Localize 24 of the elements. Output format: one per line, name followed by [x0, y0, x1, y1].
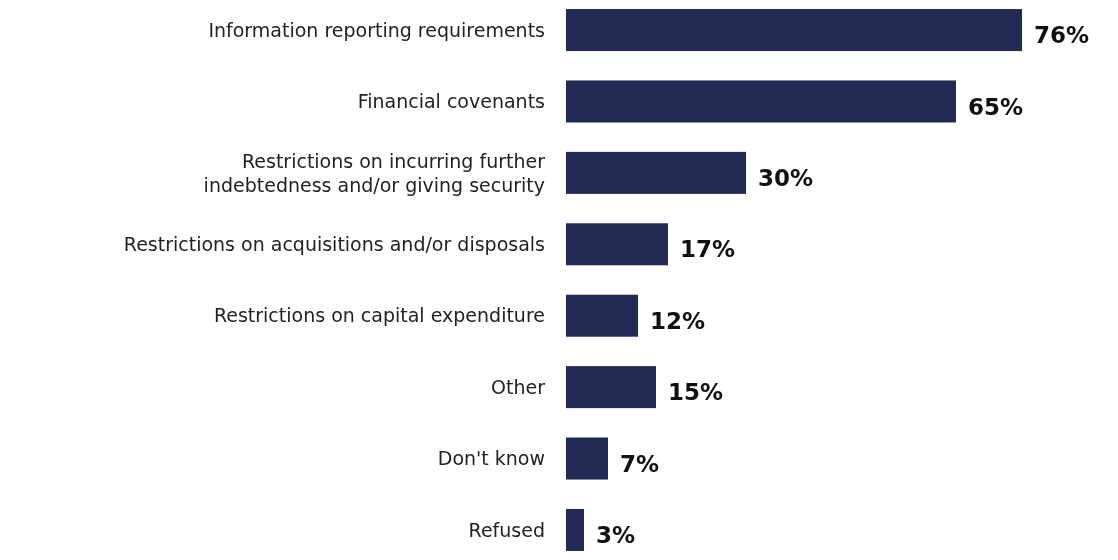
y-tick-label: Don't know: [437, 447, 545, 470]
y-tick-label: Information reporting requirements: [208, 18, 545, 41]
bar: [566, 151, 746, 194]
bar: [566, 437, 608, 480]
data-label: 12%: [650, 307, 706, 334]
data-label: 3%: [596, 522, 636, 548]
data-label: 15%: [668, 379, 724, 406]
data-label: 76%: [1034, 22, 1090, 49]
bar: [566, 508, 584, 551]
y-tick-label: Refused: [468, 518, 545, 541]
data-label: 65%: [968, 93, 1024, 120]
y-tick-label: Other: [491, 375, 546, 398]
y-tick-label: Restrictions on acquisitions and/or disposals: [123, 232, 545, 255]
bar: [566, 294, 638, 337]
bar: [566, 223, 668, 266]
y-tick-label: Restrictions on incurring further indebtedness and/or giving security: [203, 149, 546, 196]
bar: [566, 366, 656, 409]
data-label: 7%: [620, 450, 660, 477]
bar: [566, 9, 1022, 52]
data-label: 30%: [758, 164, 814, 191]
y-tick-label: Financial covenants: [357, 90, 545, 113]
y-tick-label: Restrictions on capital expenditure: [213, 304, 545, 327]
data-label: 17%: [680, 236, 736, 263]
bar: [566, 80, 956, 123]
